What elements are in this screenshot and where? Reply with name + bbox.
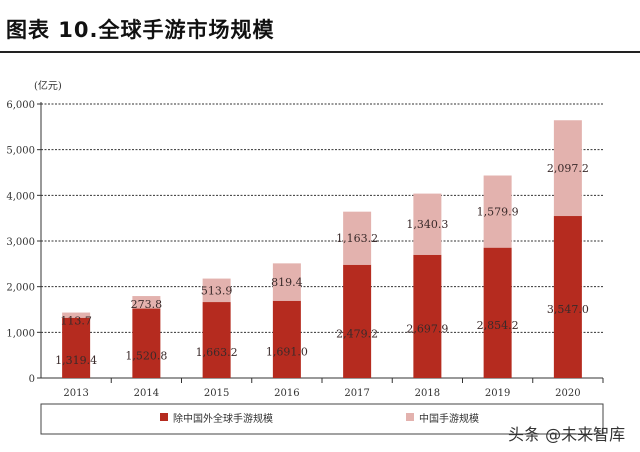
data-label: 113.7 (60, 315, 92, 328)
y-tick-label: 1,000 (6, 328, 35, 339)
bar-china-2019 (483, 175, 512, 248)
data-label: 2,854.2 (477, 319, 519, 332)
bar-china-2015 (202, 278, 231, 303)
bar-overseas-2014 (132, 308, 161, 378)
data-label: 2,697.9 (406, 322, 448, 335)
bar-overseas-2017 (343, 264, 372, 378)
data-label: 1,319.4 (55, 354, 97, 367)
data-label: 819.4 (271, 276, 303, 289)
bar-china-2016 (272, 263, 301, 301)
data-label: 1,340.3 (406, 218, 448, 231)
bar-china-2017 (343, 211, 372, 265)
bar-overseas-2016 (272, 300, 301, 378)
bar-china-2013 (62, 312, 91, 318)
y-tick-label: 4,000 (6, 191, 35, 202)
bar-overseas-2019 (483, 247, 512, 378)
x-tick-label: 2013 (63, 388, 88, 399)
bar-china-2020 (553, 120, 582, 217)
data-label: 1,579.9 (477, 206, 519, 219)
data-label: 1,163.2 (336, 232, 378, 245)
x-tick-label: 2020 (555, 388, 580, 399)
legend-box (40, 403, 604, 435)
data-label: 513.9 (201, 284, 233, 297)
y-axis-unit: (亿元) (34, 79, 62, 92)
data-label: 1,520.8 (125, 349, 167, 362)
data-label: 273.8 (131, 298, 163, 311)
bar-overseas-2015 (202, 302, 231, 378)
data-label: 3,547.0 (547, 303, 589, 316)
x-tick-label: 2016 (274, 388, 299, 399)
y-tick-label: 0 (29, 374, 35, 385)
y-tick-label: 3,000 (6, 237, 35, 248)
x-tick-label: 2015 (204, 388, 229, 399)
y-tick-label: 6,000 (6, 100, 35, 111)
legend-swatch-overseas (160, 413, 168, 421)
data-label: 2,479.2 (336, 327, 378, 340)
legend-label-overseas: 除中国外全球手游规模 (173, 412, 273, 425)
page-title: 图表 10.全球手游市场规模 (6, 18, 275, 42)
bar-overseas-2018 (413, 254, 442, 378)
legend-label-china: 中国手游规模 (419, 412, 479, 425)
bar-china-2018 (413, 193, 442, 255)
x-tick-label: 2014 (134, 388, 159, 399)
bar-overseas-2013 (62, 317, 91, 378)
data-label: 1,663.2 (196, 346, 238, 359)
x-tick-label: 2017 (344, 388, 369, 399)
bar-overseas-2020 (553, 216, 582, 378)
data-label: 2,097.2 (547, 162, 589, 175)
watermark: 头条 @未来智库 (508, 425, 626, 444)
data-label: 1,691.0 (266, 345, 308, 358)
y-tick-label: 5,000 (6, 146, 35, 157)
title-divider (0, 51, 640, 53)
y-tick-label: 2,000 (6, 283, 35, 294)
bar-china-2014 (132, 296, 161, 309)
x-tick-label: 2019 (485, 388, 510, 399)
legend-swatch-china (406, 413, 414, 421)
x-tick-label: 2018 (415, 388, 440, 399)
